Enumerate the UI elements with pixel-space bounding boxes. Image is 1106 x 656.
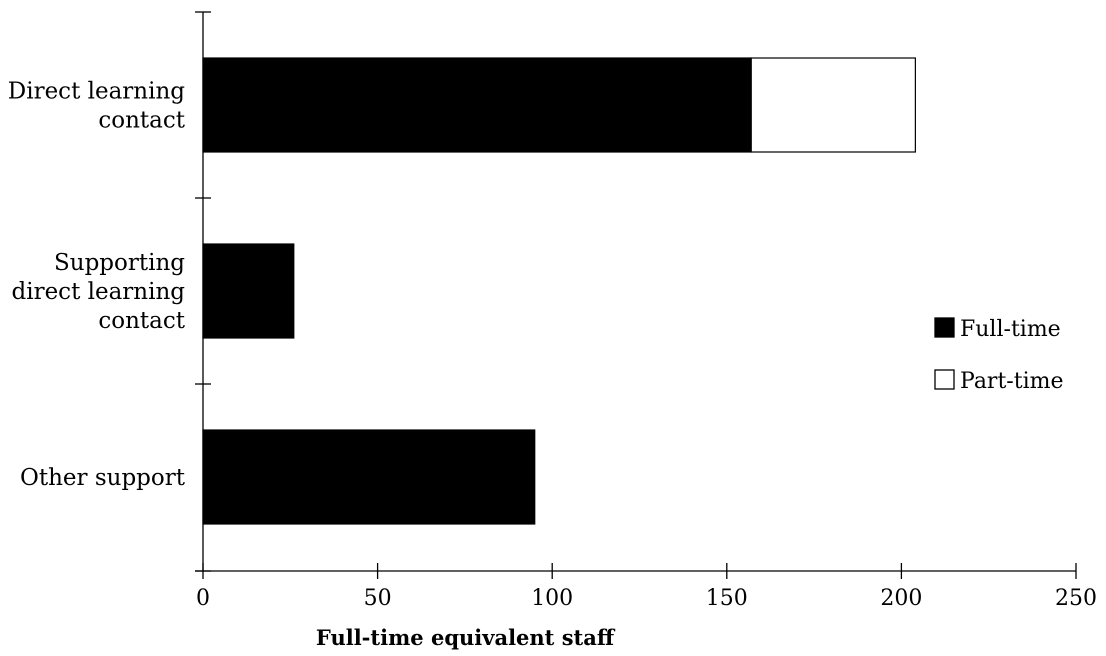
category-label-1-line-2: contact: [98, 308, 185, 334]
category-labels: Direct learning contact Supporting direct l…: [8, 79, 186, 492]
category-label-1-line-1: direct learning: [12, 279, 186, 305]
legend-label-full-time: Full-time: [960, 317, 1061, 342]
bar-full-time-2: [202, 429, 536, 525]
x-tick-label-1: 50: [364, 586, 392, 611]
bar-full-time-0: [202, 57, 752, 153]
x-axis-title: Full-time equivalent staff: [316, 625, 616, 650]
legend-label-part-time: Part-time: [960, 369, 1063, 394]
category-label-2-line-0: Other support: [20, 465, 186, 491]
x-tick-label-2: 100: [531, 586, 573, 611]
x-tick-label-4: 200: [880, 586, 922, 611]
legend-swatch-full-time: [934, 317, 955, 338]
legend-swatch-part-time: [934, 369, 955, 390]
x-tick-label-3: 150: [706, 586, 748, 611]
category-label-0-line-1: contact: [98, 108, 185, 134]
x-tick-label-0: 0: [196, 586, 210, 611]
bars-group: [202, 57, 916, 525]
category-label-0-line-0: Direct learning: [8, 79, 185, 105]
category-label-1-line-0: Supporting: [54, 250, 185, 276]
legend: Full-time Part-time: [934, 317, 1063, 394]
x-tick-label-5: 250: [1055, 586, 1097, 611]
bar-full-time-1: [202, 243, 295, 339]
axes-group: 0 50 100 150 200 250: [195, 11, 1097, 611]
bar-part-time-0: [750, 57, 916, 153]
